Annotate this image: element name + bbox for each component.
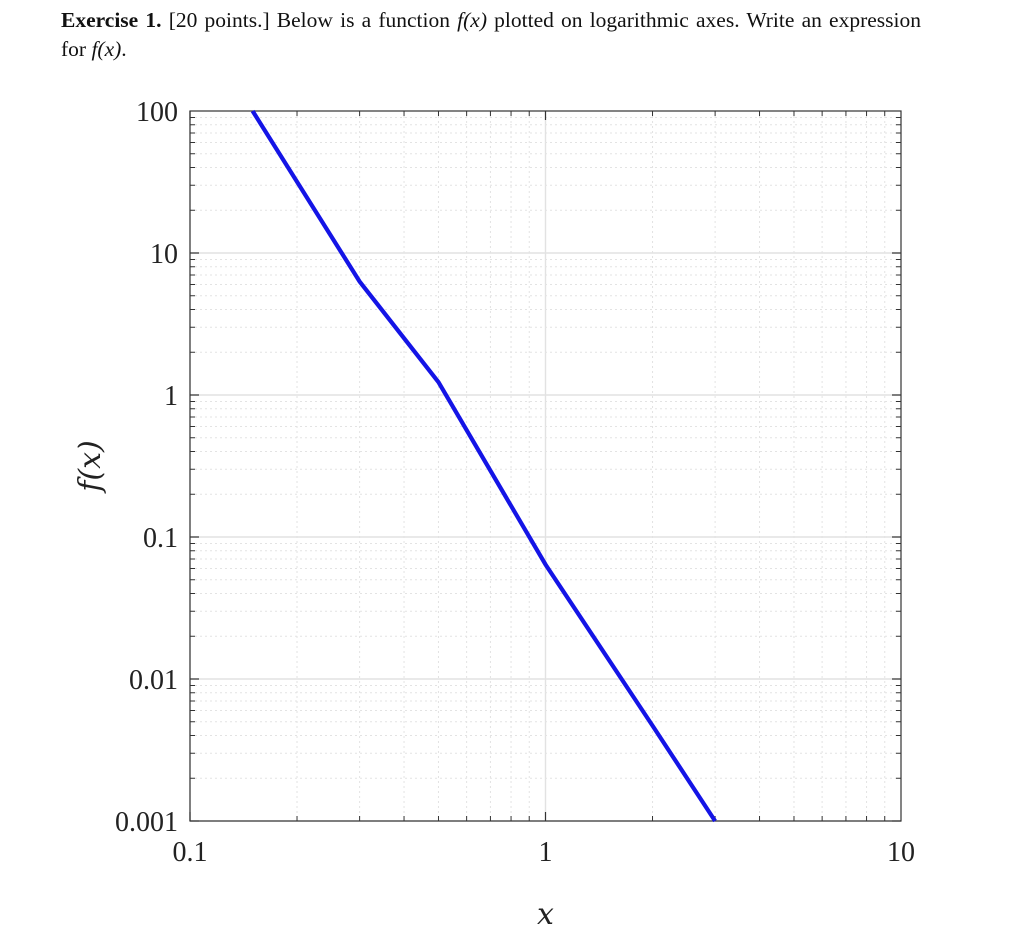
exercise-end-punct: . [121, 37, 127, 61]
exercise-text-1: Below is a function [276, 8, 450, 32]
grid [189, 111, 901, 822]
x-tick-label: 1 [539, 837, 553, 868]
series-layer [250, 109, 717, 823]
y-axis-label: f(x) [73, 440, 108, 493]
exercise-prompt: Exercise 1. [20 points.] Below is a func… [61, 6, 921, 64]
exercise-heading: Exercise 1. [61, 8, 162, 32]
exercise-fx-end: f(x) [91, 37, 122, 61]
exercise-text-2: plotted on logarithmic axes. Write an ex… [61, 8, 922, 61]
y-tick-label: 10 [150, 239, 178, 270]
exercise-points: [20 points.] [168, 8, 270, 32]
exercise-fx-inline: f(x) [457, 8, 487, 32]
y-tick-label: 1 [164, 381, 178, 412]
y-tick-label: 0.001 [115, 807, 178, 838]
x-tick-label: 10 [887, 837, 915, 868]
series-line-1 [250, 109, 717, 823]
x-tick-labels: 0.1 1 10 [173, 837, 916, 868]
y-tick-labels: 0.001 0.01 0.1 1 10 100 [115, 97, 178, 838]
x-axis-label: x [537, 897, 554, 932]
y-tick-label: 0.1 [143, 523, 178, 554]
tick-marks [189, 111, 901, 822]
y-tick-label: 0.01 [129, 665, 178, 696]
y-tick-label: 100 [136, 97, 178, 128]
x-tick-label: 0.1 [173, 837, 208, 868]
